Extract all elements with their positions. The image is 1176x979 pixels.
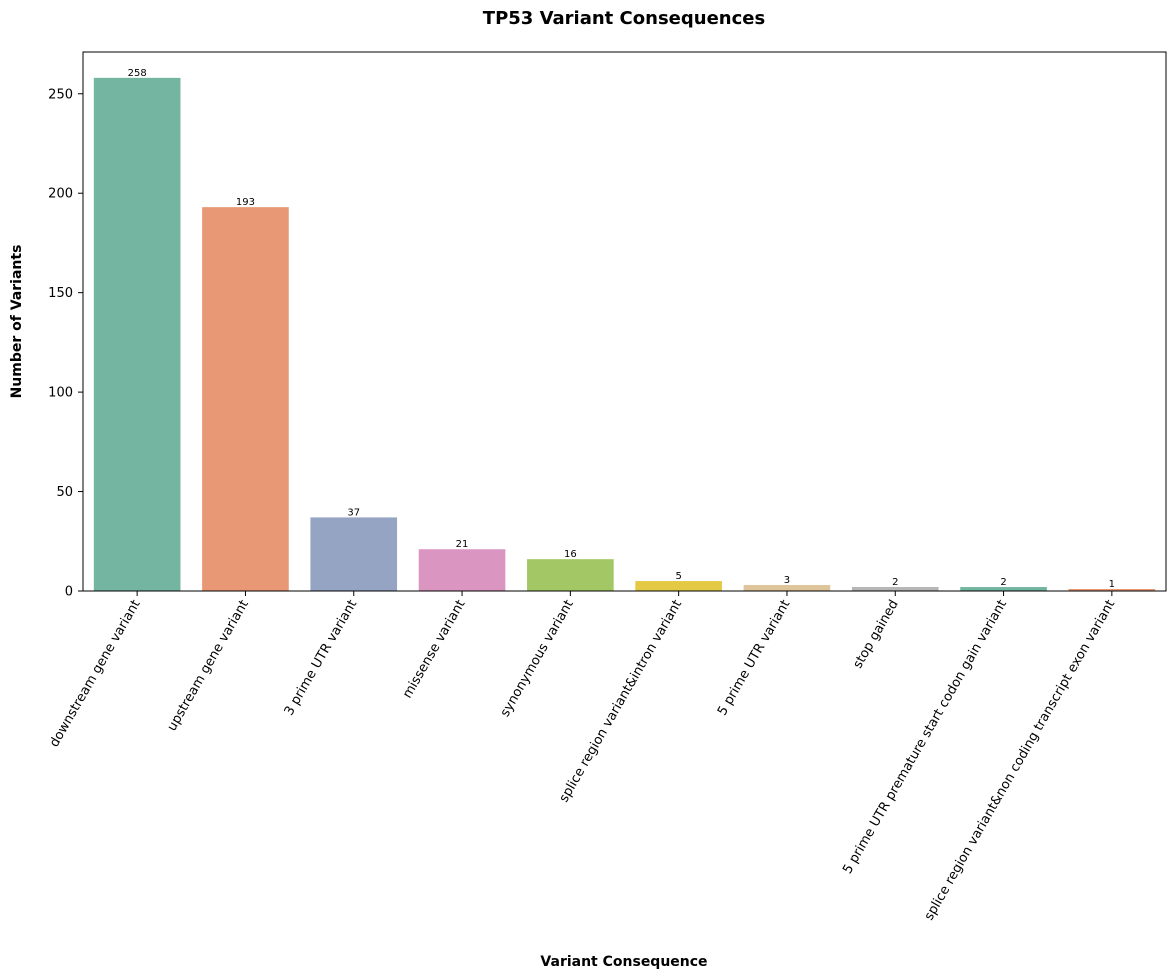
x-tick-label-2: upstream gene variant (165, 598, 252, 734)
data-label-10: 1 (1109, 579, 1115, 590)
data-label-7: 3 (784, 575, 790, 586)
x-tick-label-1: downstream gene variant (47, 598, 144, 750)
data-label-5: 16 (564, 549, 577, 560)
x-tick-label-7: 5 prime UTR variant (715, 598, 793, 719)
data-label-9: 2 (1000, 577, 1006, 588)
data-label-2: 193 (236, 197, 255, 208)
x-axis-label: Variant Consequence (540, 954, 707, 970)
y-tick-label-200: 200 (48, 187, 73, 202)
bar-9 (960, 587, 1047, 591)
bar-2 (202, 207, 289, 591)
x-tick-label-4: missense variant (400, 598, 468, 702)
data-label-6: 5 (675, 571, 681, 582)
y-tick-label-100: 100 (48, 386, 73, 401)
bar-10 (1068, 589, 1156, 591)
y-axis-ticks: 0 50 100 150 200 250 (48, 87, 83, 600)
data-label-3: 37 (347, 507, 360, 518)
x-tick-label-3: 3 prime UTR variant (282, 598, 360, 719)
bar-3 (310, 517, 398, 591)
chart-title: TP53 Variant Consequences (483, 8, 765, 29)
bar-6 (635, 581, 722, 591)
plot-frame (82, 51, 1167, 592)
bar-5 (527, 559, 614, 591)
x-tick-label-8: stop gained (850, 598, 901, 672)
y-tick-label-150: 150 (48, 286, 73, 301)
y-axis-label: Number of Variants (9, 245, 25, 399)
x-tick-label-5: synonymous variant (498, 598, 577, 720)
x-tick-label-6: splice region variant&intron variant (557, 598, 686, 806)
data-label-4: 21 (456, 539, 469, 550)
bars-group (93, 77, 1156, 592)
bar-4 (418, 549, 506, 591)
x-axis-ticks: downstream gene variant upstream gene var… (47, 591, 1118, 923)
bar-7 (743, 585, 831, 591)
y-tick-label-250: 250 (48, 87, 73, 102)
data-label-1: 258 (128, 68, 147, 79)
y-tick-label-50: 50 (56, 485, 73, 500)
bar-8 (851, 587, 939, 591)
y-tick-label-0: 0 (65, 585, 73, 600)
x-tick-label-10: splice region variant&non coding transcr… (922, 598, 1119, 924)
data-label-8: 2 (892, 577, 898, 588)
bar-1 (93, 77, 181, 592)
